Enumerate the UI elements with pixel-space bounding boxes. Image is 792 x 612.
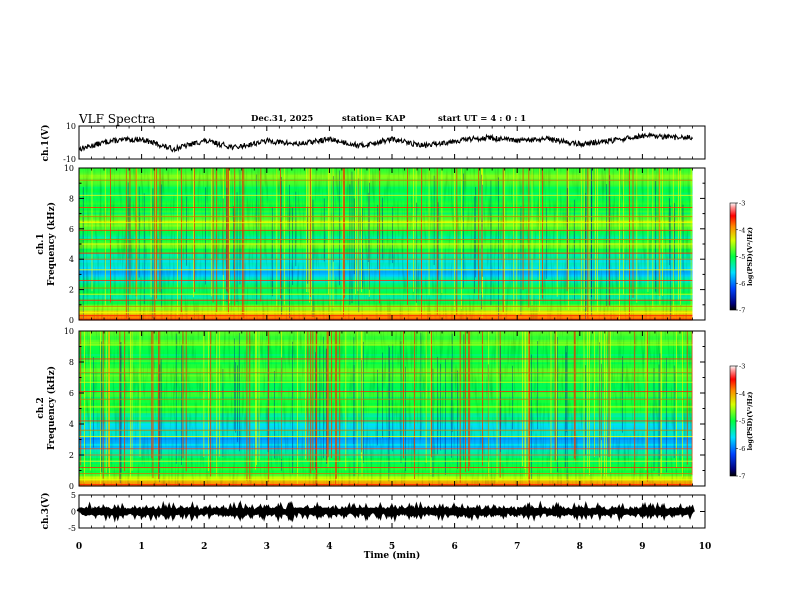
freq-tick-label: 8	[69, 194, 74, 203]
time-tick-label: 8	[577, 542, 583, 552]
freq-tick-label: 10	[64, 327, 74, 336]
ch2-frequency-ylabel: Frequency (kHz)	[46, 366, 57, 450]
freq-tick-label: 2	[69, 451, 74, 460]
ch3-waveform-panel: 50-50 1 2 3 4 5 6 7 8 9 10 ch.3(V) Time (min)	[40, 491, 711, 561]
time-tick-label: 6	[451, 542, 457, 552]
freq-tick-label: 2	[69, 286, 74, 295]
y-tick-label: 10	[66, 122, 76, 131]
time-axis-label: Time (min)	[364, 550, 421, 561]
colorbar-tick-label: -6	[739, 280, 745, 288]
start-time-label: start UT = 4 : 0 : 1	[438, 114, 527, 124]
y-tick-label: 0	[71, 508, 76, 517]
ch3-waveform-ylabel: ch.3(V)	[40, 493, 51, 530]
ch1-spectrogram-panel: 0 2 4 6 8 10 ch.1 Frequency (kHz) -3 -4 -5 -6 -7 l…	[36, 164, 754, 325]
y-tick-label: 5	[71, 491, 76, 500]
freq-tick-label: 8	[69, 358, 74, 367]
ch2-spectrogram-ylabel: ch.2	[36, 397, 46, 418]
ch1-spectrogram-ylabel: ch.1	[36, 233, 46, 254]
colorbar	[729, 365, 737, 477]
ch.1(V)-trace	[78, 131, 693, 153]
no-data-margin	[692, 168, 705, 320]
time-tick-label: 7	[514, 542, 520, 552]
ch1-waveform-ylabel: ch.1(V)	[40, 125, 51, 162]
time-tick-label: 4	[326, 542, 332, 552]
colorbar-tick-label: -5	[739, 418, 745, 426]
ch.3(V)-trace	[76, 500, 695, 523]
colorbar-tick-label: -3	[739, 363, 745, 371]
date-label: Dec.31, 2025	[251, 114, 314, 124]
colorbar	[729, 202, 737, 311]
colorbar-tick-label: -4	[739, 226, 745, 234]
freq-tick-label: 10	[64, 164, 74, 173]
time-tick-label: 10	[699, 542, 712, 552]
colorbar-tick-label: -4	[739, 390, 745, 398]
freq-tick-label: 4	[69, 420, 74, 429]
no-data-margin	[692, 331, 705, 486]
plot-title: VLF Spectra	[79, 112, 156, 126]
colorbar-tick-label: -3	[739, 200, 745, 208]
time-tick-label: 5	[389, 542, 395, 552]
colorbar-label: log(PSD)(V²/Hz)	[746, 392, 754, 451]
colorbar-tick-label: -5	[739, 253, 745, 261]
time-tick-label: 1	[138, 542, 144, 552]
y-tick-label: -10	[63, 155, 76, 164]
colorbar-tick-label: -7	[739, 307, 745, 315]
y-tick-label: -5	[68, 524, 76, 533]
freq-tick-label: 0	[69, 316, 74, 325]
time-tick-label: 0	[76, 542, 82, 552]
freq-tick-label: 0	[69, 482, 74, 491]
colorbar-tick-label: -6	[739, 445, 745, 453]
freq-tick-label: 6	[69, 225, 74, 234]
freq-tick-label: 4	[69, 255, 74, 264]
colorbar-tick-label: -7	[739, 473, 745, 481]
time-tick-label: 9	[639, 542, 645, 552]
time-tick-label: 2	[201, 542, 207, 552]
time-tick-label: 3	[264, 542, 270, 552]
ch1-frequency-ylabel: Frequency (kHz)	[46, 202, 57, 286]
colorbar-label: log(PSD)(V²/Hz)	[746, 227, 754, 286]
ch1-waveform-panel: 10 -10 ch.1(V)	[40, 122, 706, 164]
freq-tick-label: 6	[69, 389, 74, 398]
ch2-spectrogram-panel: 0 2 4 6 8 10 ch.2 Frequency (kHz) -3 -4 -5 -6 -7 l…	[36, 327, 754, 491]
station-label: station= KAP	[342, 114, 406, 124]
